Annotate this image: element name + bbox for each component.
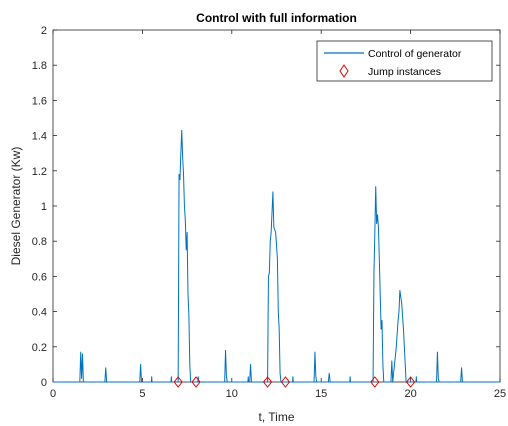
jump-instance-marker: [173, 376, 183, 388]
jump-instance-marker: [370, 376, 380, 388]
y-tick-label: 2: [41, 25, 47, 37]
legend-diamond-swatch: [339, 64, 349, 78]
x-tick-label: 10: [226, 388, 238, 400]
jump-instance-marker: [280, 376, 291, 388]
y-tick-label: 0.4: [32, 307, 47, 319]
x-axis-label: t, Time: [258, 410, 294, 424]
legend: Control of generator Jump instances: [316, 40, 493, 82]
legend-label-jumps: Jump instances: [368, 66, 441, 78]
y-tick-label: 0.2: [32, 342, 47, 354]
axis-ticks: 0 5 10 15 20 25 0 0.2 0.4 0.6 0.8 1 1.2 1.4 1.6 1.8 2: [32, 25, 506, 400]
jump-instance-marker: [191, 376, 201, 388]
chart-marks: [53, 129, 500, 388]
x-tick-label: 0: [50, 388, 56, 400]
jump-instance-marker: [405, 376, 416, 388]
chart-title: Control with full information: [196, 11, 357, 25]
y-tick-label: 0: [41, 377, 47, 389]
x-tick-label: 25: [494, 388, 506, 400]
y-tick-label: 1.4: [32, 131, 47, 143]
y-axis-label: Diesel Generator (Kw): [9, 147, 23, 266]
x-tick-label: 15: [315, 388, 327, 400]
series-line-control-of-generator: [53, 129, 500, 383]
y-tick-label: 0.8: [32, 236, 47, 248]
y-tick-label: 1: [41, 201, 47, 213]
jump-instance-marker: [262, 376, 273, 388]
y-tick-label: 1.6: [32, 95, 47, 107]
x-tick-label: 20: [404, 388, 416, 400]
legend-label-control: Control of generator: [368, 48, 462, 60]
y-tick-label: 1.8: [32, 60, 47, 72]
y-tick-label: 0.6: [32, 271, 47, 283]
y-tick-label: 1.2: [32, 166, 47, 178]
plot-area: [52, 29, 501, 383]
x-tick-label: 5: [139, 388, 145, 400]
